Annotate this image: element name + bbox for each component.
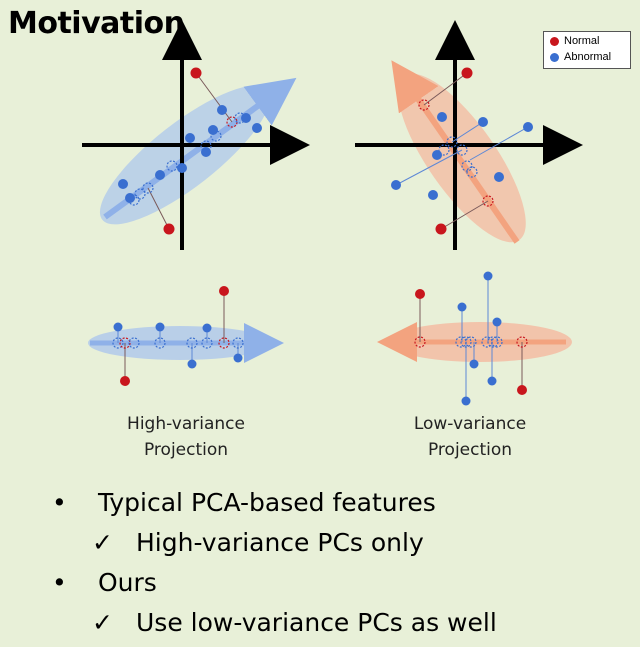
bullet-item: ✓ Use low-variance PCs as well xyxy=(92,608,497,637)
bullet-text: High-variance PCs only xyxy=(136,528,424,557)
bullet-item: • Ours xyxy=(52,568,157,597)
projection-high-variance xyxy=(88,286,284,386)
high-variance-ellipse xyxy=(99,85,271,225)
legend-item-normal: Normal xyxy=(550,35,599,47)
bullet-text: Ours xyxy=(98,568,157,597)
pca-motivation-diagram xyxy=(82,20,583,406)
caption-line: Projection xyxy=(143,440,229,460)
caption-high-variance: High-variance Projection xyxy=(100,411,272,463)
legend-label: Normal xyxy=(564,35,600,47)
caption-line: Projection xyxy=(427,440,513,460)
caption-low-variance: Low-variance Projection xyxy=(384,411,556,463)
bullet-text: Typical PCA-based features xyxy=(98,488,436,517)
bullet-text: Use low-variance PCs as well xyxy=(136,608,497,637)
legend-label: Abnormal xyxy=(564,51,612,63)
low-variance-pc-arrow xyxy=(391,60,520,244)
projection-low-variance xyxy=(377,271,572,406)
check-icon: ✓ xyxy=(92,528,113,557)
data-points xyxy=(118,67,262,235)
scatter-high-variance xyxy=(82,20,310,250)
abnormal-dot-icon xyxy=(550,52,559,62)
data-points xyxy=(391,67,533,235)
normal-dot-icon xyxy=(550,36,559,46)
check-icon: ✓ xyxy=(92,608,113,637)
caption-line: Low-variance xyxy=(413,414,527,434)
legend-item-abnormal: Abnormal xyxy=(550,51,611,63)
bullet-icon: • xyxy=(52,488,67,517)
bullet-item: • Typical PCA-based features xyxy=(52,488,436,517)
legend: Normal Abnormal xyxy=(543,31,631,69)
caption-line: High-variance xyxy=(127,414,245,434)
bullet-icon: • xyxy=(52,568,67,597)
scatter-low-variance xyxy=(355,20,583,250)
bullet-item: ✓ High-variance PCs only xyxy=(92,528,424,557)
slide-title: Motivation xyxy=(8,6,185,41)
